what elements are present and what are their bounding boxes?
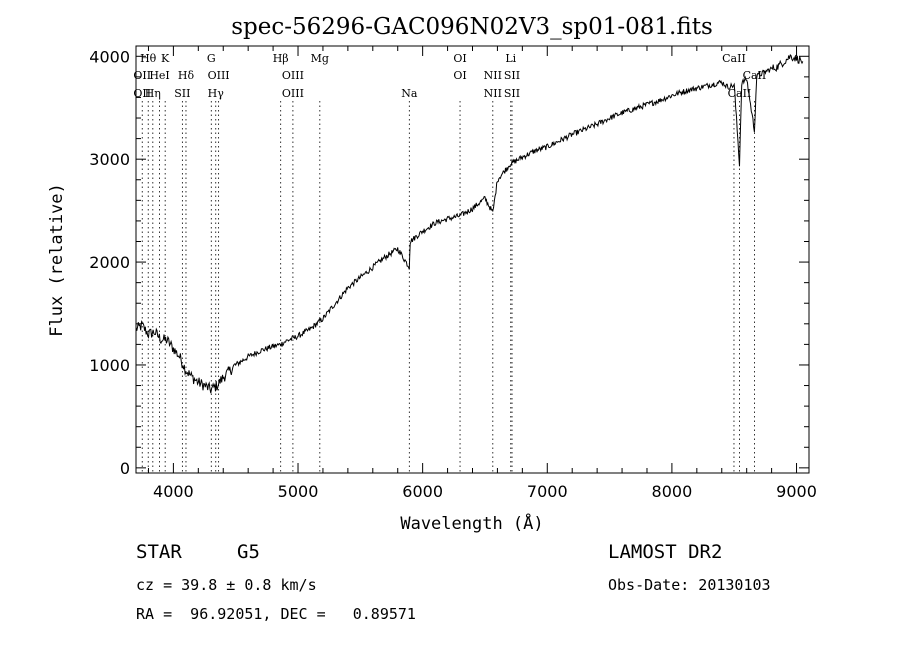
line-marker-label: NII <box>484 87 502 100</box>
line-marker-label: Hη <box>145 87 161 100</box>
object-subclass: G5 <box>237 541 260 563</box>
line-marker-label: OIII <box>282 69 304 82</box>
redshift-velocity: cz = 39.8 ± 0.8 km/s <box>136 576 317 594</box>
x-tick-label: 6000 <box>402 482 443 501</box>
line-marker-label: SII <box>504 87 520 100</box>
axis-ticks: 4000 5000 6000 7000 8000 9000 0 1000 2000 3000 400… <box>89 46 817 501</box>
line-marker-label: SII <box>174 87 190 100</box>
x-tick-label: 9000 <box>776 482 817 501</box>
line-marker-label: G <box>207 52 216 65</box>
x-tick-label: 4000 <box>153 482 194 501</box>
line-marker-label: CaII <box>722 52 746 65</box>
y-tick-label: 4000 <box>89 47 130 66</box>
line-marker-label: OI <box>453 52 466 65</box>
line-marker-label: K <box>161 52 170 65</box>
y-tick-label: 1000 <box>89 356 130 375</box>
line-marker-label: CaII <box>743 69 767 82</box>
line-marker-label: NII <box>484 69 502 82</box>
line-marker-label: OII <box>133 87 151 100</box>
x-tick-label: 8000 <box>652 482 693 501</box>
observation-date: Obs-Date: 20130103 <box>608 576 771 594</box>
line-marker-label: OIII <box>282 87 304 100</box>
y-tick-label: 3000 <box>89 150 130 169</box>
line-marker-label: Hθ <box>140 52 157 65</box>
x-tick-label: 7000 <box>527 482 568 501</box>
line-marker-label: SII <box>504 69 520 82</box>
line-marker-label: Li <box>505 52 516 65</box>
line-marker-label: OII <box>133 69 151 82</box>
coordinates: RA = 96.92051, DEC = 0.89571 <box>136 605 416 623</box>
y-axis-label: Flux (relative) <box>47 183 67 337</box>
line-marker-label: HeI <box>149 69 169 82</box>
y-tick-label: 0 <box>120 459 130 478</box>
line-marker-label: OI <box>453 69 466 82</box>
line-marker-label: Mg <box>311 52 329 65</box>
line-marker-label: Hδ <box>178 69 195 82</box>
line-marker-label: Na <box>401 87 418 100</box>
y-tick-label: 2000 <box>89 253 130 272</box>
line-marker-label: OIII <box>208 69 230 82</box>
x-axis-label: Wavelength (Å) <box>400 512 543 534</box>
line-marker-label: CaII <box>728 87 752 100</box>
survey-label: LAMOST DR2 <box>608 541 723 563</box>
chart-title: spec-56296-GAC096N02V3_sp01-081.fits <box>231 14 713 40</box>
plot-frame <box>135 45 810 474</box>
spectrum-line <box>135 53 804 394</box>
object-class: STAR <box>136 541 182 563</box>
line-marker-label: Hγ <box>208 87 225 100</box>
spectral-line-markers: OII OII Hθ Hη HeI K Hδ SII G Hγ OIII Hβ OIII OIII Mg Na… <box>133 52 766 473</box>
line-marker-label: Hβ <box>273 52 289 65</box>
x-tick-label: 5000 <box>278 482 319 501</box>
